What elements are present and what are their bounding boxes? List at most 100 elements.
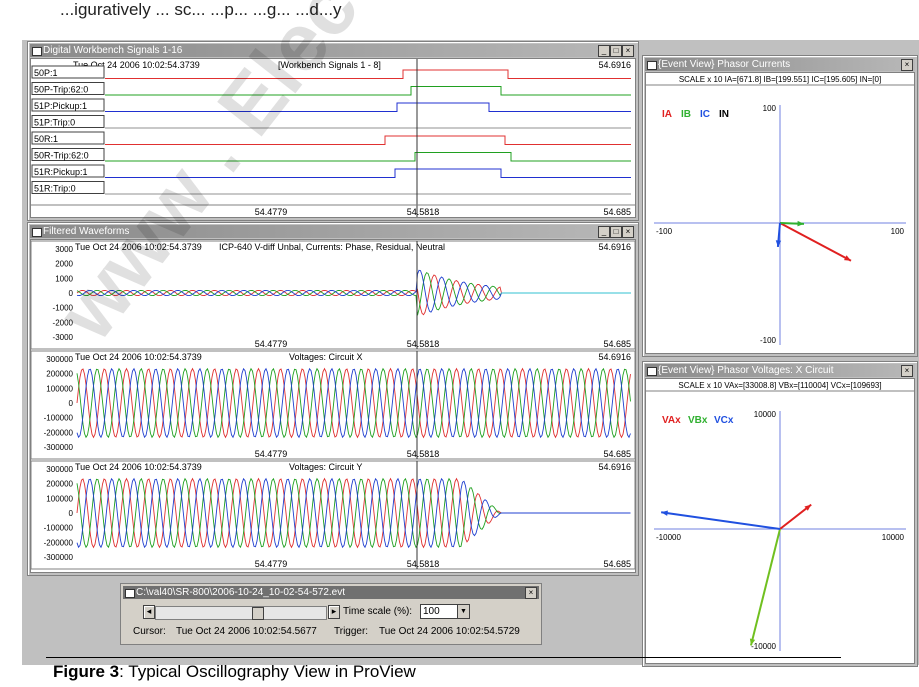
- time-scale-value: 100: [423, 606, 440, 617]
- time-scale-select[interactable]: 100 ▼: [420, 604, 470, 619]
- y-tick-label: -300000: [44, 553, 74, 562]
- window-icon: [647, 367, 657, 376]
- signal-label: 50P:1: [34, 68, 58, 78]
- panel-label: Voltages: Circuit Y: [289, 462, 362, 472]
- y-tick-label: -200000: [44, 538, 74, 547]
- maximize-button[interactable]: □: [610, 45, 622, 57]
- phasor-currents-title-bar[interactable]: {Event View} Phasor Currents ×: [645, 58, 915, 71]
- phasor-scale-line: SCALE x 10 VAx=[33008.8] VBx=[110004] VC…: [678, 381, 881, 390]
- phasor-voltages-graphic: SCALE x 10 VAx=[33008.8] VBx=[110004] VC…: [646, 381, 914, 651]
- x-tick-label: 54.5818: [407, 207, 440, 217]
- phasor-currents-plot[interactable]: SCALE x 10 IA=[671.8] IB=[199.551] IC=[1…: [645, 72, 915, 354]
- panel-timestamp: Tue Oct 24 2006 10:02:54.3739: [75, 462, 202, 472]
- y-tick-label: -1000: [53, 304, 74, 313]
- phasor-arrowhead: [775, 240, 782, 247]
- window-icon: [32, 228, 42, 237]
- x-tick-label: 54.4779: [255, 559, 288, 569]
- x-tick-label: 54.5818: [407, 559, 440, 569]
- axis-label-right: 10000: [882, 533, 905, 542]
- axis-label-top: 10000: [754, 410, 777, 419]
- axis-label-left: -10000: [656, 533, 681, 542]
- signal-label: 51R:Trip:0: [34, 184, 76, 194]
- phasor-voltages-window[interactable]: {Event View} Phasor Voltages: X Circuit …: [642, 361, 918, 667]
- workbench-window[interactable]: Digital Workbench Signals 1-16 _ □ × Tue…: [27, 41, 639, 221]
- signal-trace: [105, 135, 631, 145]
- x-tick-label: 54.5818: [407, 449, 440, 459]
- minimize-button[interactable]: _: [598, 226, 610, 238]
- y-tick-label: 300000: [46, 355, 73, 364]
- event-control-window[interactable]: C:\val40\SR-800\2006-10-24_10-02-54-572.…: [120, 583, 542, 645]
- figure-number: Figure 3: [53, 662, 120, 681]
- maximize-button[interactable]: □: [610, 226, 622, 238]
- axis-label-right: 100: [891, 227, 905, 236]
- y-tick-label: 0: [69, 289, 74, 298]
- event-control-title-bar[interactable]: C:\val40\SR-800\2006-10-24_10-02-54-572.…: [123, 586, 539, 599]
- y-tick-label: 1000: [55, 274, 73, 283]
- x-tick-label: 54.4779: [255, 207, 288, 217]
- legend-entry: VBx: [688, 415, 708, 426]
- legend-entry: IB: [681, 109, 691, 120]
- panel-right-time: 54.6916: [598, 352, 631, 362]
- chevron-down-icon[interactable]: ▼: [457, 605, 469, 618]
- panel-right-time: 54.6916: [598, 462, 631, 472]
- signal-trace: [105, 168, 631, 178]
- y-tick-label: 0: [69, 399, 74, 408]
- workbench-signals-graphic: Tue Oct 24 2006 10:02:54.3739 [Workbench …: [31, 59, 635, 217]
- window-icon: [647, 61, 657, 70]
- waveforms-window[interactable]: Filtered Waveforms _ □ × Tue Oct 24 2006…: [27, 222, 639, 576]
- close-button[interactable]: ×: [901, 59, 913, 71]
- signal-label: 51R:Pickup:1: [34, 167, 88, 177]
- close-button[interactable]: ×: [901, 365, 913, 377]
- workbench-title: Digital Workbench Signals 1-16: [43, 45, 183, 56]
- y-tick-label: 200000: [46, 480, 73, 489]
- signal-label-box: [31, 82, 105, 95]
- time-slider-track[interactable]: [155, 606, 327, 620]
- phasor-scale-line: SCALE x 10 IA=[671.8] IB=[199.551] IC=[1…: [679, 75, 881, 84]
- y-tick-label: -200000: [44, 428, 74, 437]
- top-cut-text: ...iguratively ... sc... ...p... ...g...…: [60, 0, 342, 19]
- x-tick-label: 54.5818: [407, 339, 440, 349]
- waveform-panel: [31, 350, 635, 460]
- panel-right-time: 54.6916: [598, 242, 631, 252]
- scroll-left-button[interactable]: ◂: [143, 605, 155, 619]
- waveforms-title: Filtered Waveforms: [43, 226, 130, 237]
- legend-entry: IN: [719, 109, 729, 120]
- time-slider-thumb[interactable]: [252, 607, 264, 620]
- signal-label: 50R:1: [34, 134, 58, 144]
- workbench-title-bar[interactable]: Digital Workbench Signals 1-16 _ □ ×: [30, 44, 636, 57]
- axis-label-bottom: -10000: [751, 642, 776, 651]
- y-tick-label: -100000: [44, 414, 74, 423]
- signal-label-box: [31, 148, 105, 161]
- workbench-timestamp: Tue Oct 24 2006 10:02:54.3739: [73, 60, 200, 70]
- scroll-right-button[interactable]: ▸: [328, 605, 340, 619]
- waveforms-graphic: Tue Oct 24 2006 10:02:54.3739 ICP-640 V-d…: [31, 240, 635, 570]
- signal-trace: [105, 152, 631, 162]
- signal-label-box: [31, 98, 105, 112]
- phasor-arrowhead: [749, 638, 756, 646]
- x-tick-label: 54.4779: [255, 449, 288, 459]
- x-tick-label: 54.685: [603, 449, 631, 459]
- phasor-voltages-title: {Event View} Phasor Voltages: X Circuit: [658, 365, 834, 376]
- phasor-vector: [779, 222, 852, 262]
- close-button[interactable]: ×: [622, 45, 634, 57]
- panel-label: Voltages: Circuit X: [289, 352, 363, 362]
- caption-rule: [46, 657, 841, 658]
- trigger-label: Trigger:: [334, 626, 369, 637]
- axis-label-bottom: -100: [760, 336, 777, 345]
- waveforms-title-bar[interactable]: Filtered Waveforms _ □ ×: [30, 225, 636, 238]
- x-tick-label: 54.685: [603, 559, 631, 569]
- minimize-button[interactable]: _: [598, 45, 610, 57]
- phasor-currents-window[interactable]: {Event View} Phasor Currents × SCALE x 1…: [642, 55, 918, 357]
- phasor-voltages-plot[interactable]: SCALE x 10 VAx=[33008.8] VBx=[110004] VC…: [645, 378, 915, 664]
- axis-label-top: 100: [763, 104, 777, 113]
- phasor-voltages-title-bar[interactable]: {Event View} Phasor Voltages: X Circuit …: [645, 364, 915, 377]
- close-button[interactable]: ×: [622, 226, 634, 238]
- window-icon: [32, 47, 42, 56]
- close-button[interactable]: ×: [525, 587, 537, 599]
- signal-label-box: [31, 181, 105, 194]
- signal-label-box: [31, 115, 105, 128]
- signal-trace: [105, 102, 631, 112]
- waveforms-plot[interactable]: Tue Oct 24 2006 10:02:54.3739 ICP-640 V-d…: [30, 239, 636, 573]
- workbench-plot[interactable]: Tue Oct 24 2006 10:02:54.3739 [Workbench …: [30, 58, 636, 218]
- signal-trace: [105, 69, 631, 79]
